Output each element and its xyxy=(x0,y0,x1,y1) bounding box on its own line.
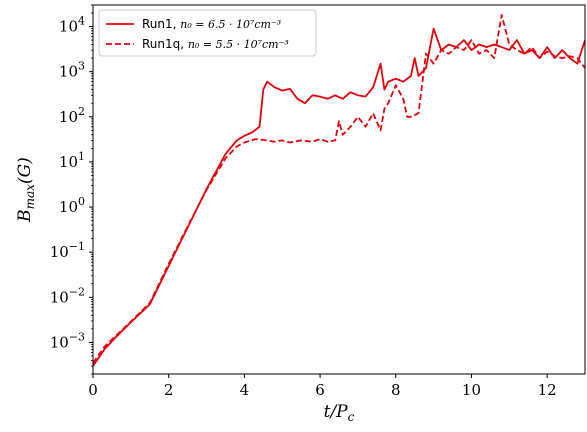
x-tick-label: 12 xyxy=(538,381,557,399)
y-tick-label: 103 xyxy=(59,60,85,81)
series-layer xyxy=(93,14,585,367)
y-tick-label: 101 xyxy=(59,150,85,171)
x-tick-label: 8 xyxy=(391,381,401,399)
x-tick-label: 2 xyxy=(164,381,174,399)
x-tick-label: 6 xyxy=(315,381,325,399)
legend-box xyxy=(98,9,317,57)
y-tick-label: 100 xyxy=(59,195,85,216)
x-tick-label: 4 xyxy=(240,381,250,399)
legend-label-run1: Run1, n₀ = 6.5 · 10⁷cm⁻³ xyxy=(142,17,281,31)
series-line-run1 xyxy=(93,27,585,367)
y-tick-label: 10−3 xyxy=(50,330,85,351)
x-axis-label: t/Pc xyxy=(324,402,355,424)
y-tick-label: 10−1 xyxy=(50,240,85,261)
y-tick-label: 10−2 xyxy=(50,285,85,306)
y-tick-label: 102 xyxy=(59,105,85,126)
y-tick-label: 104 xyxy=(59,15,85,36)
x-tick-label: 0 xyxy=(88,381,98,399)
legend: Run1, n₀ = 6.5 · 10⁷cm⁻³ Run1q, n₀ = 5.5 … xyxy=(98,9,317,57)
series-line-run1q xyxy=(93,14,585,364)
plot-frame xyxy=(92,4,586,375)
ticks-layer: 0 2 4 6 8 10 12 10−3 10−2 10−1 100 101 102 103 104 xyxy=(50,4,557,399)
x-tick-label: 10 xyxy=(462,381,481,399)
y-axis-label: Bmax(G) xyxy=(15,157,37,223)
legend-label-run1q: Run1q, n₀ = 5.5 · 10⁷cm⁻³ xyxy=(142,37,289,51)
